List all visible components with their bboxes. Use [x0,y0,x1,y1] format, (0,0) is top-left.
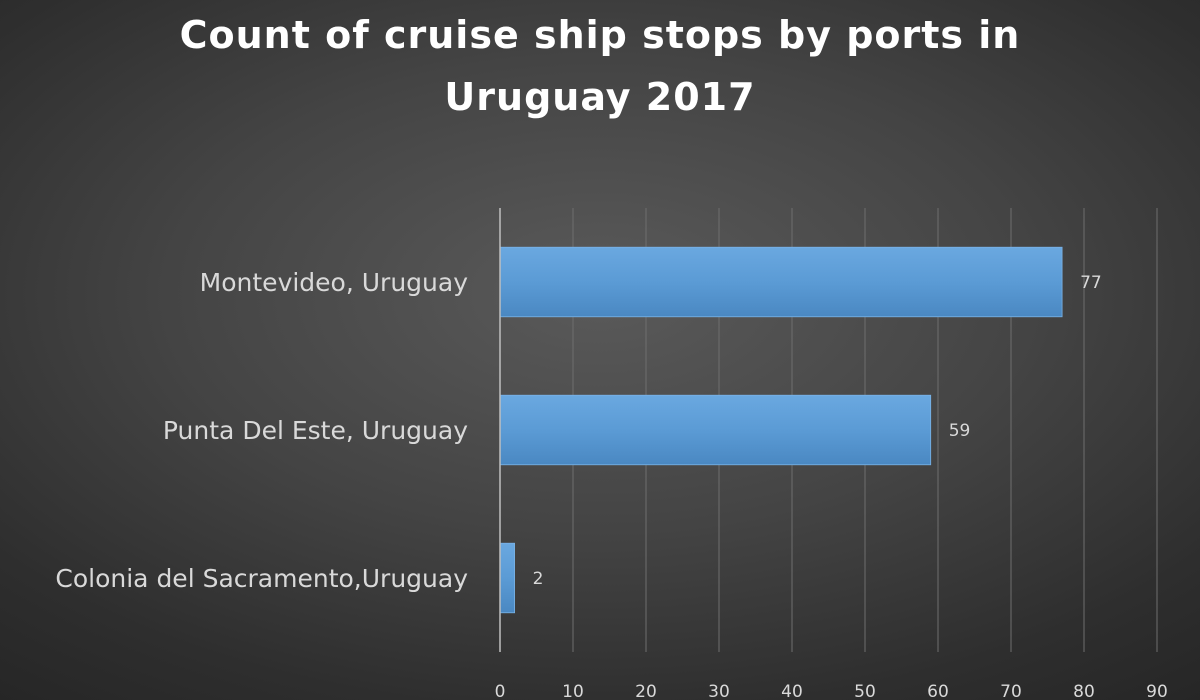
chart-title: Count of cruise ship stops by ports in U… [179,13,1021,119]
x-tick-label: 40 [781,682,803,700]
x-tick-label: 90 [1146,682,1168,700]
x-tick-label: 20 [635,682,657,700]
x-tick-label: 10 [562,682,584,700]
data-label: 2 [533,569,544,589]
x-tick-label: 80 [1073,682,1095,700]
bar-2 [499,394,932,466]
x-tick-label: 70 [1000,682,1022,700]
category-label: Colonia del Sacramento,Uruguay [55,564,468,593]
x-tick-label: 50 [854,682,876,700]
bar-3 [499,542,516,614]
bars [499,246,1063,614]
data-label: 77 [1080,273,1102,293]
x-tick-label: 30 [708,682,730,700]
labels: 0 10 20 30 40 50 60 70 80 90 Montevideo, Uruguay 77… [55,268,1167,700]
bar-1 [499,246,1063,318]
category-label: Punta Del Este, Uruguay [163,416,468,445]
category-label: Montevideo, Uruguay [200,268,469,297]
data-label: 59 [949,421,971,441]
x-tick-label: 60 [927,682,949,700]
x-tick-label: 0 [495,682,506,700]
